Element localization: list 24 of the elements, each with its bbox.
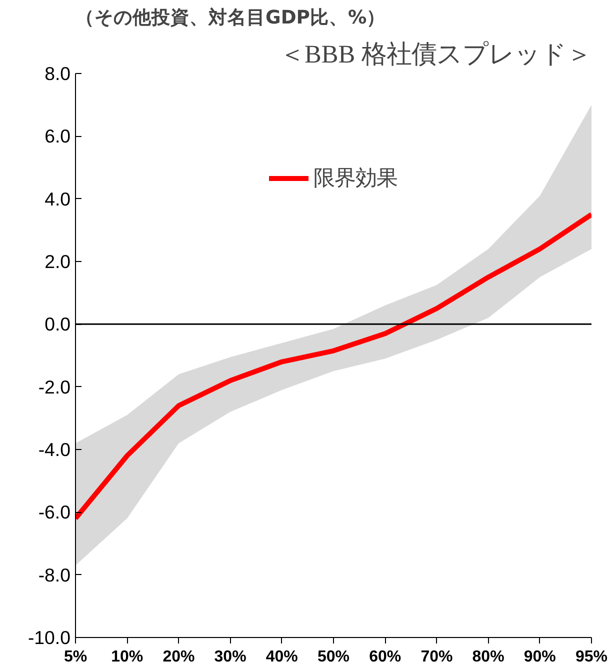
y-tick-label: -2.0 <box>38 376 71 398</box>
x-tick-label: 90% <box>524 648 556 666</box>
chart-title: ＜BBB 格社債スプレッド＞ <box>279 40 592 68</box>
y-tick-label: -6.0 <box>38 502 71 523</box>
x-tick-label: 50% <box>317 648 350 666</box>
x-tick-label: 40% <box>266 648 298 666</box>
y-axis-title: （その他投資、対名目GDP比、%） <box>76 6 386 28</box>
y-tick-label: -8.0 <box>38 564 71 586</box>
legend-label: 限界効果 <box>314 165 398 192</box>
y-tick-label: 8.0 <box>44 63 71 84</box>
y-tick-label: 4.0 <box>44 188 71 210</box>
x-tick-label: 10% <box>111 648 144 666</box>
y-tick-label: 0.0 <box>44 314 71 335</box>
x-tick-label: 60% <box>369 648 402 666</box>
x-tick-label: 5% <box>64 648 88 666</box>
x-tick-label: 20% <box>162 648 195 666</box>
y-tick-label: 6.0 <box>44 126 71 147</box>
x-tick-label: 95% <box>575 648 608 666</box>
y-tick-label: 2.0 <box>44 251 71 272</box>
x-tick-label: 80% <box>472 648 504 666</box>
y-tick-label: -10.0 <box>28 627 71 648</box>
x-tick-label: 70% <box>420 648 453 666</box>
x-tick-label: 30% <box>214 648 246 666</box>
y-tick-label: -4.0 <box>38 439 71 460</box>
